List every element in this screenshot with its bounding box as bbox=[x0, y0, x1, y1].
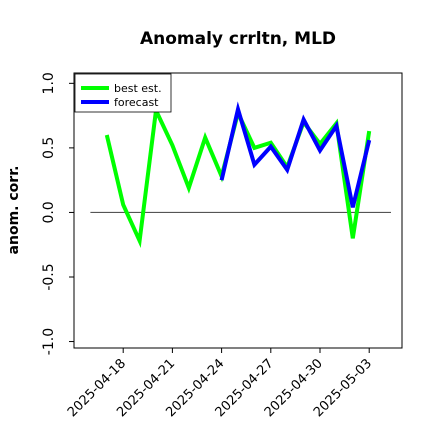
y-tick-label: -1.0 bbox=[41, 328, 57, 355]
series-layer bbox=[104, 101, 372, 249]
legend: best est. forecast bbox=[74, 73, 172, 113]
legend-label-best-est: best est. bbox=[114, 82, 162, 95]
y-axis-label: anom. corr. bbox=[6, 166, 22, 255]
series-line-forecast bbox=[219, 101, 372, 208]
chart-title: Anomaly crrltn, MLD bbox=[140, 29, 336, 49]
legend-box bbox=[74, 73, 172, 113]
y-tick-label: -0.5 bbox=[41, 263, 57, 290]
y-tick-label: 1.0 bbox=[41, 72, 57, 94]
y-tick-label: 0.5 bbox=[41, 137, 57, 159]
y-tick-label: 0.0 bbox=[41, 201, 57, 223]
series-line-best-est bbox=[104, 103, 372, 249]
legend-label-forecast: forecast bbox=[114, 96, 159, 109]
plot-frame bbox=[73, 72, 403, 349]
